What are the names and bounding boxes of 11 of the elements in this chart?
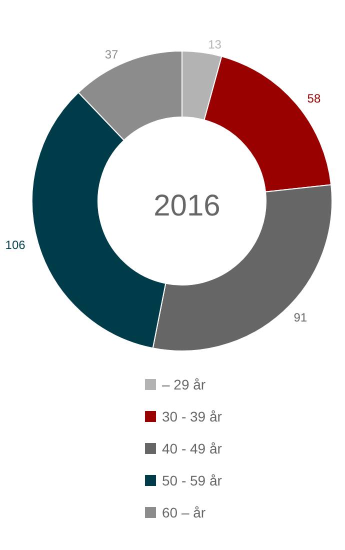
data-label: 58 — [307, 92, 321, 106]
data-label: 13 — [208, 37, 222, 52]
legend-label: 50 - 59 år — [162, 472, 222, 488]
legend-label: 60 – år — [162, 504, 206, 520]
legend-label: – 29 år — [162, 376, 206, 392]
data-label: 106 — [5, 238, 26, 252]
legend-label: 30 - 39 år — [162, 408, 222, 424]
data-label: 37 — [104, 47, 119, 62]
text: 2016 — [154, 190, 220, 222]
data-label: 91 — [294, 310, 308, 325]
legend-label: 40 - 49 år — [162, 440, 222, 456]
